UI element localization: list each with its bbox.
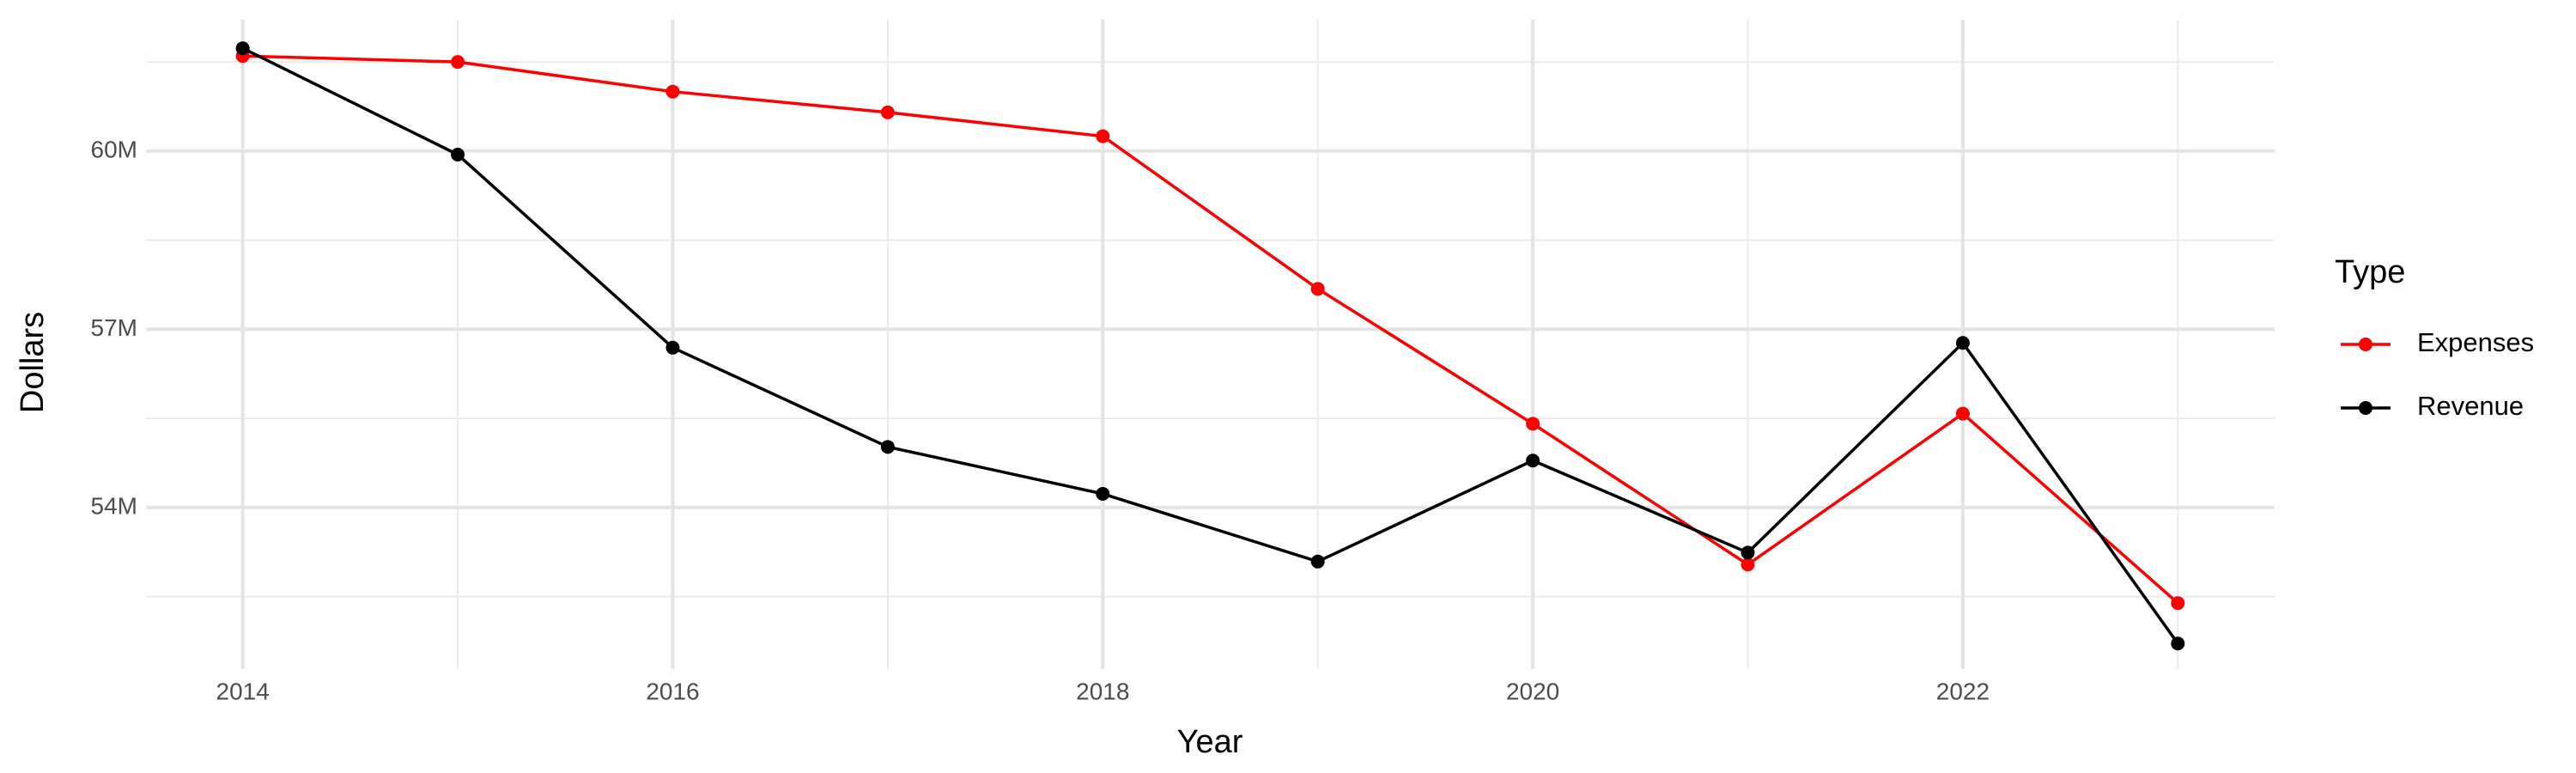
x-tick-label: 2018: [1076, 678, 1129, 704]
legend-label: Revenue: [2417, 391, 2524, 421]
data-point: [1096, 129, 1110, 143]
data-point: [1526, 453, 1540, 468]
y-tick-label: 54M: [91, 492, 137, 519]
data-point: [1955, 406, 1970, 421]
data-point: [880, 440, 895, 454]
data-point: [1741, 545, 1755, 560]
series-line: [241, 46, 2179, 645]
data-point: [1096, 486, 1110, 501]
x-tick-label: 2014: [216, 678, 270, 704]
x-tick-label: 2016: [646, 678, 699, 704]
data-point: [235, 41, 250, 56]
series-line: [242, 54, 2179, 605]
data-point: [665, 340, 680, 355]
data-point: [1955, 336, 1970, 350]
data-point: [880, 105, 895, 119]
data-point: [1310, 282, 1325, 296]
x-tick-label: 2020: [1506, 678, 1559, 704]
y-axis-title: Dollars: [15, 312, 51, 413]
legend-title: Type: [2335, 254, 2405, 290]
y-tick-label: 60M: [91, 136, 137, 162]
x-axis-title: Year: [1177, 724, 1243, 760]
data-point: [2171, 636, 2185, 651]
legend-key: [2359, 338, 2372, 351]
data-point: [665, 84, 680, 99]
legend-key: [2359, 401, 2372, 415]
data-point: [2171, 596, 2185, 611]
x-tick-label: 2022: [1936, 678, 1990, 704]
data-point: [1310, 554, 1325, 569]
y-tick-label: 57M: [91, 314, 137, 341]
data-point: [451, 148, 465, 162]
legend-label: Expenses: [2417, 327, 2534, 357]
data-point: [451, 55, 465, 70]
data-point: [1741, 557, 1755, 572]
data-point: [1526, 417, 1540, 431]
